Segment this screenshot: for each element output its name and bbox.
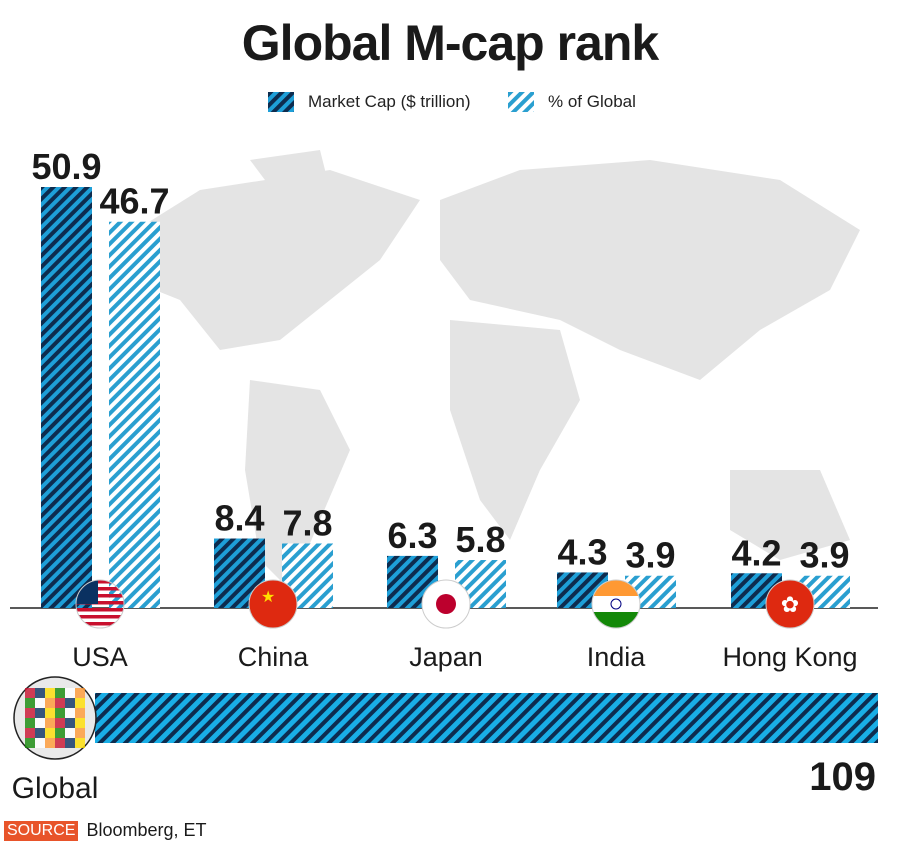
bar-market-cap-usa — [41, 187, 92, 608]
globe-flag-tile — [45, 728, 55, 738]
flag-stripe — [76, 622, 124, 626]
global-value-label: 109 — [809, 755, 876, 799]
legend-swatch-market-cap — [268, 92, 294, 112]
flag-field — [766, 580, 814, 628]
source-text: Bloomberg, ET — [86, 820, 207, 840]
global-label: Global — [12, 772, 99, 805]
globe-flag-tile — [65, 728, 75, 738]
flag-stripe — [76, 594, 124, 598]
flag-icon-japan — [422, 580, 470, 628]
globe-flag-tile — [45, 708, 55, 718]
category-label: China — [238, 642, 310, 672]
flag-border — [248, 579, 298, 629]
globe-flag-tile — [55, 688, 65, 698]
bar-global-total — [95, 693, 878, 743]
data-label: 4.2 — [731, 532, 781, 573]
data-label: 50.9 — [31, 146, 101, 187]
legend-market-cap: Market Cap ($ trillion) — [268, 92, 471, 112]
globe-flag-tile — [25, 708, 35, 718]
globe-flag-tile — [65, 708, 75, 718]
globe-flag-tile — [55, 698, 65, 708]
flag-star: ★ — [261, 589, 275, 606]
flag-white — [592, 596, 640, 612]
data-label: 6.3 — [387, 515, 437, 556]
flag-stripe — [76, 615, 124, 619]
globe-flag-tile — [65, 698, 75, 708]
globe-flag-tile — [65, 688, 75, 698]
globe-flag-tile — [35, 728, 45, 738]
source-badge: SOURCE — [4, 820, 79, 841]
world-map-background — [120, 150, 860, 590]
globe-flag-tile — [25, 728, 35, 738]
flag-icon-hong-kong: ✿ — [766, 580, 814, 628]
category-label: Japan — [409, 642, 483, 672]
flag-stripe — [76, 608, 124, 612]
globe-flag-tile — [25, 738, 35, 748]
data-label: 46.7 — [99, 181, 169, 222]
globe-flag-tile — [55, 708, 65, 718]
globe-flag-tile — [75, 708, 85, 718]
globe-flag-tile — [45, 718, 55, 728]
globe-flag-tile — [35, 718, 45, 728]
globe-flag-tile — [45, 688, 55, 698]
legend-swatch-pct-global — [508, 92, 534, 112]
flag-border — [421, 579, 471, 629]
flag-icon-india — [592, 580, 640, 628]
flag-stripe — [76, 587, 124, 591]
flag-stripe — [76, 580, 124, 584]
category-label: USA — [72, 642, 128, 672]
category-label: India — [587, 642, 647, 672]
data-label: 8.4 — [214, 498, 264, 539]
globe-flag-tile — [35, 738, 45, 748]
globe-flag-tile — [55, 738, 65, 748]
flag-bauhinia: ✿ — [781, 592, 799, 617]
globe-flag-tile — [45, 738, 55, 748]
flag-icon-china: ★ — [249, 580, 297, 628]
flag-border — [591, 579, 641, 629]
legend-label-market-cap: Market Cap ($ trillion) — [308, 92, 471, 111]
data-label: 3.9 — [625, 535, 675, 576]
globe-flag-tile — [75, 698, 85, 708]
globe-flag-tile — [45, 698, 55, 708]
globe-flag-tile — [65, 738, 75, 748]
globe-flag-tile — [35, 708, 45, 718]
globe-flag-tile — [35, 688, 45, 698]
flag-chakra — [610, 598, 622, 610]
source-note: SOURCE Bloomberg, ET — [4, 820, 207, 841]
flag-border — [765, 579, 815, 629]
globe-flag-tile — [65, 718, 75, 728]
globe-flag-tile — [25, 698, 35, 708]
globe-flag-tile — [25, 688, 35, 698]
globe-flag-tile — [55, 718, 65, 728]
globe-flag-tile — [75, 728, 85, 738]
globe-flag-tile — [25, 718, 35, 728]
flag-field — [249, 580, 297, 628]
flag-border — [75, 579, 125, 629]
data-label: 7.8 — [282, 502, 332, 543]
data-label: 5.8 — [455, 519, 505, 560]
chart-title: Global M-cap rank — [241, 15, 659, 71]
flag-sun — [436, 594, 456, 614]
flag-green — [592, 612, 640, 628]
legend-label-pct-global: % of Global — [548, 92, 636, 111]
category-label: Hong Kong — [722, 642, 857, 672]
bar-pct-global-usa — [109, 221, 160, 608]
globe-flag-tile — [75, 738, 85, 748]
globe-flag-tile — [75, 688, 85, 698]
data-label: 3.9 — [799, 535, 849, 576]
globe-flag-tile — [35, 698, 45, 708]
globe-flag-tile — [75, 718, 85, 728]
flag-stripe — [76, 601, 124, 605]
legend-pct-global: % of Global — [508, 92, 636, 112]
data-label: 4.3 — [557, 531, 607, 572]
globe-flag-tile — [55, 728, 65, 738]
flag-saffron — [592, 580, 640, 596]
